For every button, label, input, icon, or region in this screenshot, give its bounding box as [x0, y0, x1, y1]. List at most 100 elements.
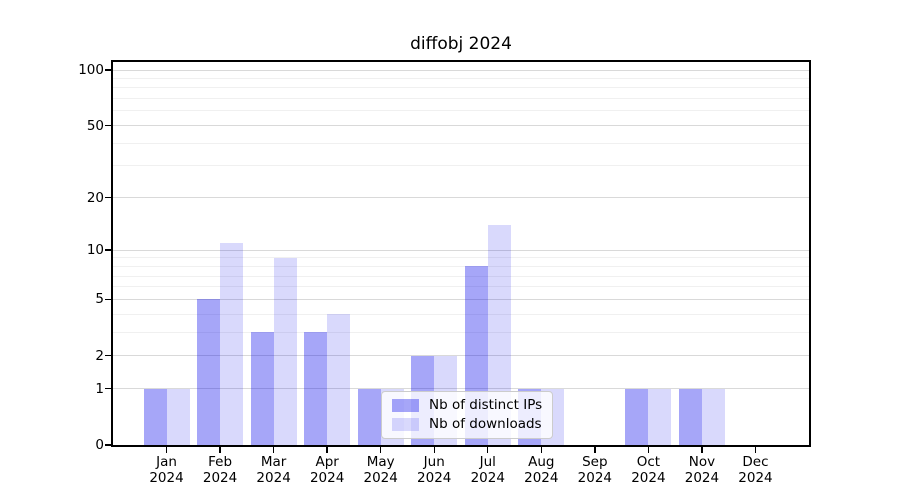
y-tick-label: 1 — [95, 380, 104, 397]
minor-gridline — [113, 77, 809, 79]
x-tick-label: Jul 2024 — [456, 454, 520, 486]
minor-gridline — [113, 331, 809, 333]
major-gridline — [113, 298, 809, 300]
y-tick — [105, 387, 111, 390]
major-gridline — [113, 249, 809, 251]
x-tick — [433, 447, 435, 453]
major-gridline — [113, 69, 809, 71]
x-tick-label: Feb 2024 — [188, 454, 252, 486]
x-tick — [701, 447, 703, 453]
minor-gridline — [113, 110, 809, 112]
x-tick-label: Aug 2024 — [509, 454, 573, 486]
legend-label: Nb of downloads — [429, 416, 542, 432]
bar-downloads — [166, 388, 190, 445]
minor-gridline — [113, 142, 809, 144]
bar-distinct-ips — [678, 388, 702, 445]
legend-label: Nb of distinct IPs — [429, 397, 543, 413]
bar-distinct-ips — [143, 388, 167, 445]
bar-downloads — [701, 388, 725, 445]
x-tick-year: 2024 — [256, 470, 291, 486]
x-tick-label: Nov 2024 — [670, 454, 734, 486]
major-gridline — [113, 197, 809, 199]
x-tick-year: 2024 — [738, 470, 773, 486]
bar-distinct-ips — [357, 388, 381, 445]
x-tick-month: Mar — [260, 454, 287, 470]
x-tick-year: 2024 — [577, 470, 613, 486]
legend-item: Nb of distinct IPs — [392, 396, 542, 415]
x-tick-month: Jun — [423, 454, 445, 470]
bar-downloads — [648, 388, 672, 445]
x-tick-label: May 2024 — [349, 454, 413, 486]
x-tick-label: Mar 2024 — [242, 454, 306, 486]
x-tick-label: Apr 2024 — [295, 454, 359, 486]
y-tick — [105, 249, 111, 251]
x-tick-year: 2024 — [470, 470, 505, 486]
major-gridline — [113, 125, 809, 127]
minor-gridline — [113, 275, 809, 277]
major-gridline — [113, 355, 809, 357]
x-tick-month: Dec — [742, 454, 769, 470]
minor-gridline — [113, 87, 809, 89]
y-tick — [105, 69, 111, 71]
minor-gridline — [113, 313, 809, 315]
x-tick — [165, 447, 168, 453]
bar-distinct-ips — [197, 299, 221, 445]
x-tick-year: 2024 — [524, 470, 559, 486]
x-tick — [540, 447, 542, 453]
x-tick-label: Jan 2024 — [135, 454, 199, 486]
bar-downloads — [273, 257, 297, 445]
x-tick-year: 2024 — [149, 470, 184, 486]
x-tick-label: Sep 2024 — [563, 454, 627, 486]
minor-gridline — [113, 257, 809, 259]
legend: Nb of distinct IPs Nb of downloads — [381, 391, 554, 439]
x-tick-year: 2024 — [684, 470, 720, 486]
y-tick-label: 0 — [95, 437, 104, 453]
x-tick-label: Oct 2024 — [616, 454, 680, 486]
x-tick — [594, 447, 596, 453]
y-tick-label: 10 — [86, 242, 104, 259]
x-tick-month: Sep — [582, 454, 608, 470]
x-tick-month: Oct — [636, 454, 661, 470]
x-tick — [647, 447, 650, 453]
bar-downloads — [327, 314, 351, 445]
minor-gridline — [113, 286, 809, 288]
x-tick-label: Jun 2024 — [402, 454, 466, 486]
y-tick-label: 100 — [78, 62, 104, 78]
y-tick — [105, 196, 111, 199]
x-tick-month: Apr — [315, 454, 339, 470]
y-tick-label: 5 — [95, 291, 104, 308]
x-tick-year: 2024 — [417, 470, 452, 486]
x-tick-month: Jan — [156, 454, 177, 470]
bar-distinct-ips — [250, 332, 274, 445]
bar-distinct-ips — [625, 388, 649, 445]
x-tick-month: Jul — [479, 454, 496, 470]
x-tick-year: 2024 — [363, 470, 398, 486]
x-tick-month: Feb — [208, 454, 233, 470]
x-tick — [754, 447, 757, 453]
x-tick — [219, 447, 221, 453]
y-tick-label: 50 — [86, 117, 104, 134]
x-tick-year: 2024 — [202, 470, 238, 486]
legend-swatch — [392, 418, 419, 431]
minor-gridline — [113, 98, 809, 100]
y-tick — [105, 298, 111, 301]
y-tick — [105, 355, 111, 357]
y-tick — [105, 124, 111, 127]
x-tick — [487, 447, 489, 453]
bar-downloads — [487, 224, 511, 445]
y-tick-label: 20 — [86, 189, 104, 206]
y-tick — [105, 444, 111, 446]
x-tick-year: 2024 — [631, 470, 666, 486]
x-tick-month: Nov — [688, 454, 716, 470]
legend-swatch — [392, 399, 419, 412]
x-tick-month: May — [366, 454, 395, 470]
chart-title: diffobj 2024 — [410, 34, 512, 54]
plot-area: Nb of distinct IPs Nb of downloads — [111, 60, 811, 447]
minor-gridline — [113, 265, 809, 267]
bar-downloads — [220, 243, 244, 445]
x-tick-month: Aug — [528, 454, 555, 470]
bar-distinct-ips — [304, 332, 328, 445]
x-tick — [272, 447, 275, 453]
x-tick-label: Dec 2024 — [723, 454, 787, 486]
